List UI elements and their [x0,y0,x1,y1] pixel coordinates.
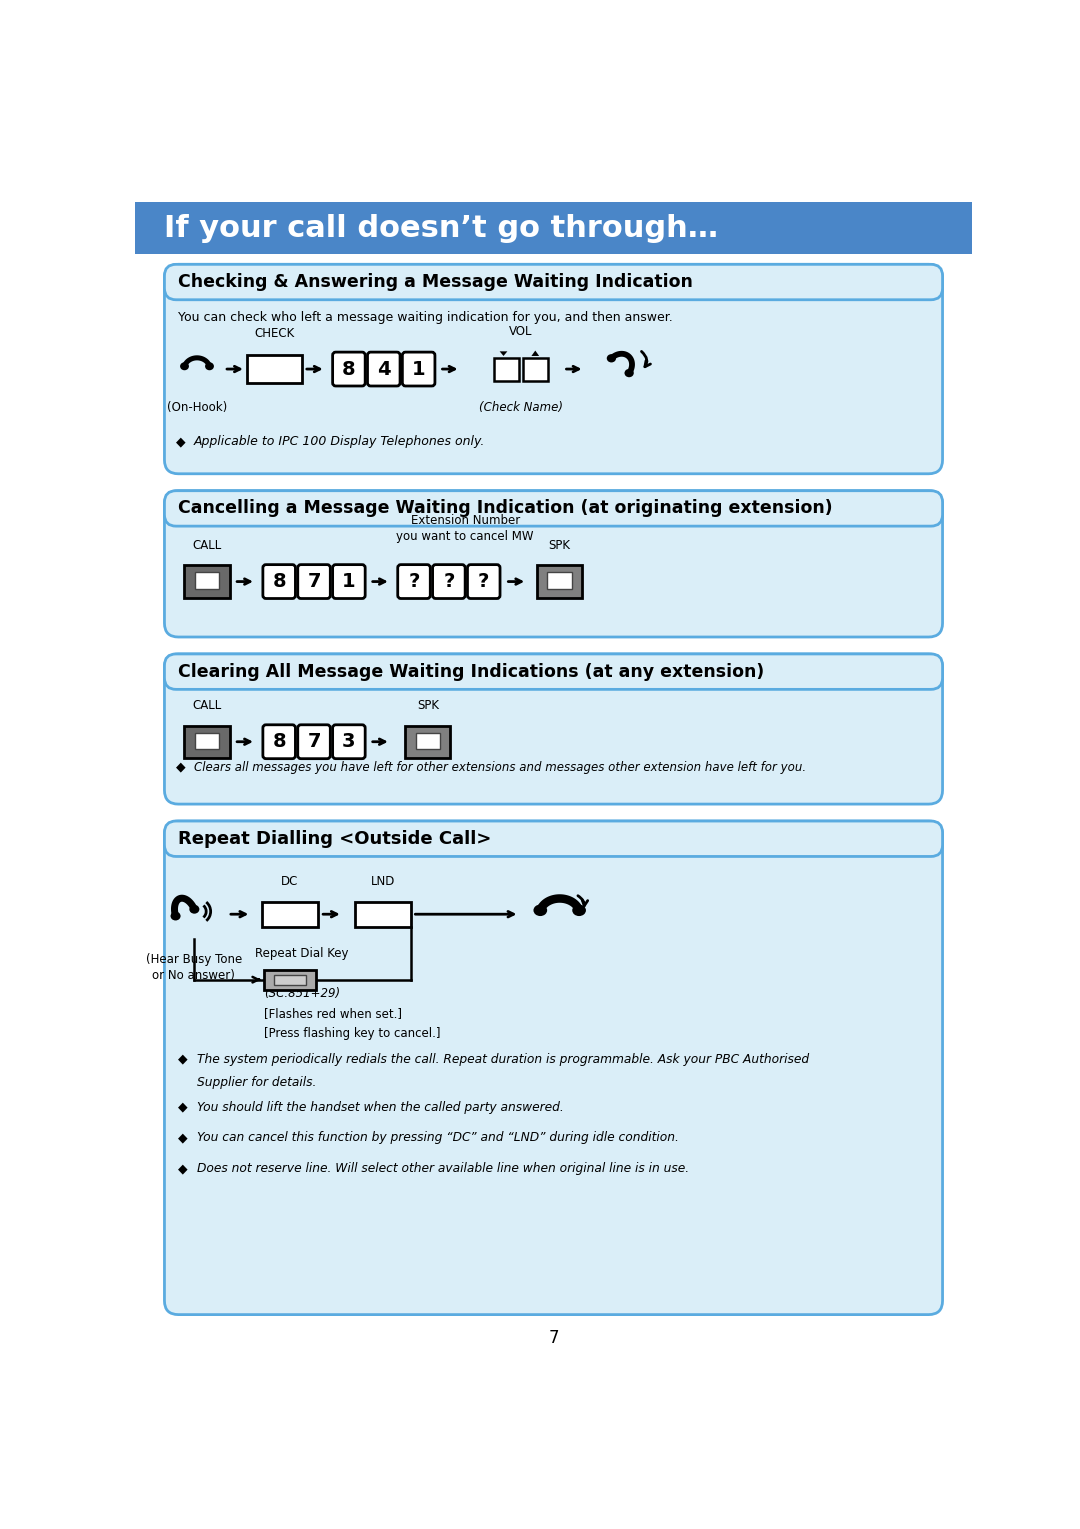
FancyBboxPatch shape [333,725,365,758]
Text: [Flashes red when set.]: [Flashes red when set.] [264,1006,402,1020]
Text: (SC.851+29): (SC.851+29) [264,988,340,1000]
Text: (Hear Busy Tone
or No answer): (Hear Busy Tone or No answer) [146,953,242,982]
Bar [548,572,572,589]
Text: Does not reserve line. Will select other available line when original line is in: Does not reserve line. Will select other… [197,1162,689,1176]
Polygon shape [531,350,539,356]
Text: (On-Hook): (On-Hook) [167,402,227,414]
Polygon shape [500,352,508,356]
FancyBboxPatch shape [262,725,296,758]
Text: 4: 4 [377,359,391,379]
FancyBboxPatch shape [397,564,430,598]
Text: Clears all messages you have left for other extensions and messages other extens: Clears all messages you have left for ot… [194,760,806,774]
Text: Applicable to IPC 100 Display Telephones only.: Applicable to IPC 100 Display Telephones… [194,434,485,448]
Text: ?: ? [443,572,455,592]
Bar [184,566,230,598]
Text: 8: 8 [342,359,355,379]
Bar [195,732,219,749]
FancyBboxPatch shape [333,564,365,598]
FancyBboxPatch shape [367,352,400,385]
Text: Repeat Dialling <Outside Call>: Repeat Dialling <Outside Call> [178,830,491,847]
Text: If your call doesn’t go through…: If your call doesn’t go through… [164,214,718,243]
FancyBboxPatch shape [262,564,296,598]
Text: ◆: ◆ [178,1053,188,1066]
Ellipse shape [171,911,180,920]
Bar [184,726,230,758]
Bar [195,572,219,589]
Bar [416,732,441,749]
FancyBboxPatch shape [298,725,330,758]
Ellipse shape [572,905,586,916]
FancyBboxPatch shape [164,491,943,638]
Text: Cancelling a Message Waiting Indication (at originating extension): Cancelling a Message Waiting Indication … [178,500,833,517]
Text: [Press flashing key to cancel.]: [Press flashing key to cancel.] [264,1027,441,1040]
Text: 8: 8 [272,572,286,592]
Text: 7: 7 [308,732,321,751]
Text: SPK: SPK [549,540,570,552]
Text: 8: 8 [272,732,286,751]
Text: VOL: VOL [509,326,532,338]
Ellipse shape [534,905,548,916]
Text: 7: 7 [308,572,321,592]
Text: ◆: ◆ [176,434,186,448]
Text: ◆: ◆ [178,1131,188,1144]
Text: Checking & Answering a Message Waiting Indication: Checking & Answering a Message Waiting I… [178,274,693,291]
Text: You can check who left a message waiting indication for you, and then answer.: You can check who left a message waiting… [178,312,673,324]
Text: CALL: CALL [192,699,221,713]
Text: Extension Number
you want to cancel MW: Extension Number you want to cancel MW [396,514,534,543]
Bar [355,902,410,927]
FancyBboxPatch shape [433,564,465,598]
FancyBboxPatch shape [164,654,943,690]
Text: CHECK: CHECK [255,327,295,339]
FancyBboxPatch shape [298,564,330,598]
Text: The system periodically redials the call. Repeat duration is programmable. Ask y: The system periodically redials the call… [197,1053,809,1066]
Bar [262,902,318,927]
Text: ◆: ◆ [176,760,186,774]
Ellipse shape [205,362,214,370]
Ellipse shape [607,355,616,362]
Ellipse shape [624,368,634,378]
Bar [523,358,548,381]
FancyBboxPatch shape [403,352,435,385]
Bar [494,358,519,381]
Ellipse shape [189,905,200,914]
FancyBboxPatch shape [164,265,943,300]
Text: You can cancel this function by pressing “DC” and “LND” during idle condition.: You can cancel this function by pressing… [197,1131,679,1144]
Text: CALL: CALL [192,540,221,552]
Text: DC: DC [281,875,299,888]
Text: ◆: ◆ [178,1101,188,1113]
Text: LND: LND [370,875,395,888]
FancyBboxPatch shape [164,821,943,1315]
Text: SPK: SPK [417,699,438,713]
Text: 3: 3 [342,732,355,751]
Bar [537,566,582,598]
FancyBboxPatch shape [468,564,500,598]
Bar [274,974,306,985]
FancyBboxPatch shape [333,352,365,385]
Text: Clearing All Message Waiting Indications (at any extension): Clearing All Message Waiting Indications… [178,662,765,680]
Text: 1: 1 [411,359,426,379]
Text: ◆: ◆ [178,1162,188,1176]
FancyBboxPatch shape [164,491,943,526]
Text: ?: ? [408,572,420,592]
Text: You should lift the handset when the called party answered.: You should lift the handset when the cal… [197,1101,564,1113]
Ellipse shape [180,362,189,370]
Text: (Check Name): (Check Name) [478,402,563,414]
Text: Supplier for details.: Supplier for details. [197,1076,316,1089]
Bar [246,355,302,382]
Text: 7: 7 [549,1329,558,1347]
FancyBboxPatch shape [164,265,943,474]
Text: 1: 1 [342,572,355,592]
FancyBboxPatch shape [164,821,943,856]
FancyBboxPatch shape [164,654,943,804]
Text: ?: ? [478,572,489,592]
Bar [264,969,316,989]
Bar [135,202,972,254]
Text: Repeat Dial Key: Repeat Dial Key [255,946,349,960]
Bar [405,726,450,758]
